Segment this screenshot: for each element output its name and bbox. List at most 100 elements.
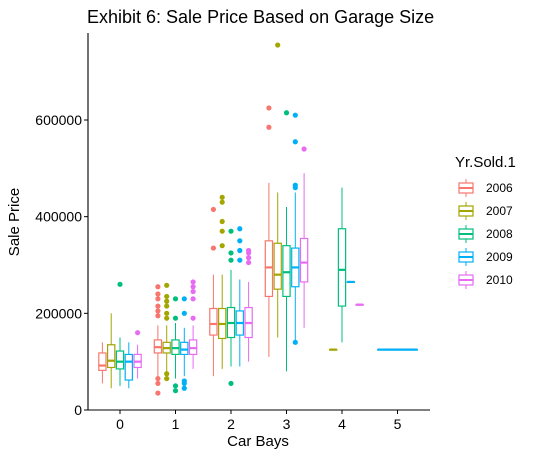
outlier-point xyxy=(301,146,307,152)
outlier-point xyxy=(155,303,161,309)
outlier-point xyxy=(246,259,252,266)
outlier-point xyxy=(181,378,187,384)
legend-item-2008: 2008 xyxy=(458,225,513,243)
outlier-point xyxy=(228,257,234,263)
box-2009-1 xyxy=(180,296,189,391)
legend-label: 2010 xyxy=(486,273,513,287)
box-2009-4 xyxy=(346,280,356,284)
outlier-point xyxy=(164,293,170,300)
legend-item-2007: 2007 xyxy=(458,202,513,220)
box-rect xyxy=(98,352,107,371)
series-2007 xyxy=(106,42,338,389)
outlier-point xyxy=(155,313,161,319)
outlier-point xyxy=(190,315,196,321)
axes: 0 200000 400000 600000 0 1 2 3 4 5 xyxy=(35,33,430,432)
box-2009-2 xyxy=(235,226,245,367)
outlier-point xyxy=(219,228,225,234)
outlier-point xyxy=(117,281,123,287)
x-tick-label: 4 xyxy=(338,416,346,432)
outlier-point xyxy=(135,330,141,336)
series-2009 xyxy=(124,112,418,391)
outlier-point xyxy=(292,182,298,188)
outlier-point xyxy=(228,228,234,234)
box-2007-1 xyxy=(162,282,171,382)
legend-label: 2008 xyxy=(486,227,513,241)
outlier-point xyxy=(172,296,179,302)
outlier-point xyxy=(155,308,161,314)
outlier-point xyxy=(190,284,196,290)
outlier-point xyxy=(181,296,187,302)
box-2006-2 xyxy=(209,206,218,377)
series-2008 xyxy=(115,110,347,394)
outlier-point xyxy=(181,310,187,316)
box-2006-3 xyxy=(264,105,274,357)
legend-label: 2009 xyxy=(486,250,513,264)
box-rect xyxy=(282,245,291,298)
box-2010-4 xyxy=(355,303,364,306)
outlier-point xyxy=(210,206,216,213)
outlier-point xyxy=(190,279,196,285)
outlier-point xyxy=(292,112,298,118)
chart-title: Exhibit 6: Sale Price Based on Garage Si… xyxy=(87,7,434,27)
outlier-point xyxy=(155,390,161,396)
box-2007-3 xyxy=(273,42,282,338)
outlier-point xyxy=(164,282,170,288)
outlier-point xyxy=(219,218,225,225)
outlier-point xyxy=(164,298,170,304)
plot-area xyxy=(98,42,418,396)
box-rect xyxy=(337,228,347,307)
outlier-point xyxy=(228,250,234,256)
outlier-point xyxy=(181,385,187,391)
box-rect xyxy=(115,350,125,370)
outlier-point xyxy=(155,380,161,387)
legend-item-2010: 2010 xyxy=(458,271,513,289)
legend-item-2006: 2006 xyxy=(458,179,513,197)
box-rect xyxy=(299,237,309,283)
box-2008-3 xyxy=(282,110,291,372)
y-tick-label: 200000 xyxy=(35,305,82,321)
outlier-point xyxy=(190,296,196,302)
box-rect xyxy=(209,307,218,336)
outlier-point xyxy=(275,42,281,48)
outlier-point xyxy=(237,226,243,232)
outlier-point xyxy=(164,315,170,321)
y-axis-title: Sale Price xyxy=(6,188,23,256)
box-2008-1 xyxy=(171,296,180,394)
outlier-point xyxy=(237,257,243,263)
box-rect xyxy=(180,341,189,356)
outlier-point xyxy=(228,380,234,387)
x-axis-title: Car Bays xyxy=(227,433,289,450)
x-tick-label: 1 xyxy=(172,416,180,432)
outlier-point xyxy=(283,110,290,116)
outlier-point xyxy=(172,383,179,389)
box-rect xyxy=(124,353,134,381)
box-2010-3 xyxy=(299,146,309,328)
outlier-point xyxy=(155,375,161,382)
outlier-point xyxy=(164,303,170,309)
box-2006-0 xyxy=(98,342,107,384)
outlier-point xyxy=(155,296,161,302)
outlier-point xyxy=(219,194,225,200)
x-tick-label: 0 xyxy=(116,416,124,432)
y-tick-label: 400000 xyxy=(35,209,82,225)
box-2008-0 xyxy=(115,281,125,386)
box-2009-0 xyxy=(124,342,134,389)
outlier-point xyxy=(292,139,298,145)
box-2008-2 xyxy=(226,228,236,387)
box-2008-4 xyxy=(337,187,347,343)
outlier-point xyxy=(210,245,216,251)
x-tick-label: 5 xyxy=(394,416,402,432)
outlier-point xyxy=(155,291,161,297)
outlier-point xyxy=(219,199,225,205)
box-2006-1 xyxy=(153,284,163,396)
box-2009-5 xyxy=(377,348,418,351)
box-2010-0 xyxy=(133,330,142,379)
outlier-point xyxy=(219,243,225,249)
legend-title: Yr.Sold.1 xyxy=(455,154,516,171)
outlier-point xyxy=(292,339,298,345)
box-rect xyxy=(106,344,116,369)
outlier-point xyxy=(164,375,170,382)
box-2007-2 xyxy=(217,194,227,369)
outlier-point xyxy=(266,105,272,111)
